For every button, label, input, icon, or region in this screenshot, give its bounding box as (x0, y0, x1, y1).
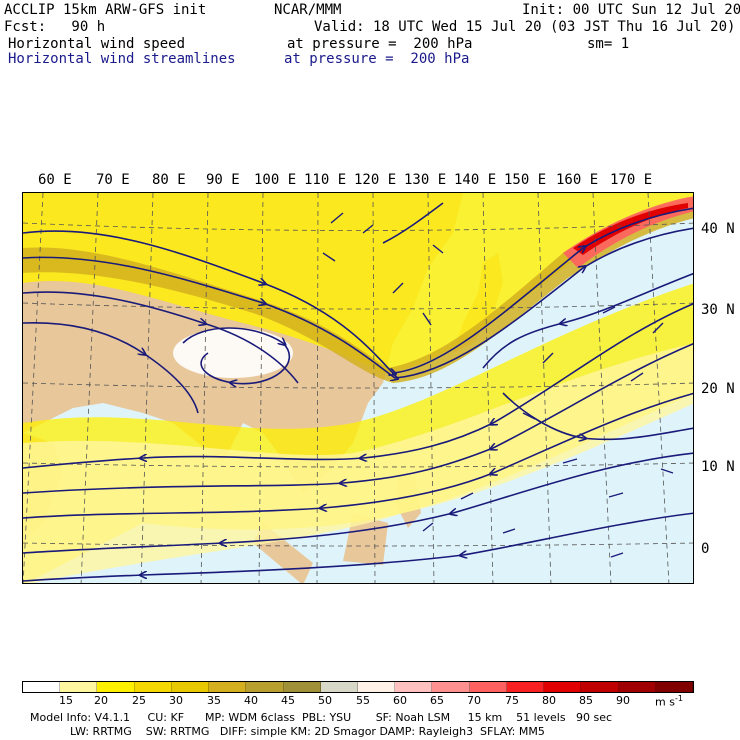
colorbar-label: 75 (505, 694, 519, 707)
colorbar-swatch (134, 682, 172, 692)
colorbar-label: 30 (169, 694, 183, 707)
colorbar-swatch (283, 682, 321, 692)
colorbar-swatch (581, 682, 619, 692)
colorbar-label: 25 (132, 694, 146, 707)
colorbar-label: 80 (542, 694, 556, 707)
colorbar-label: 35 (207, 694, 221, 707)
colorbar-swatch (618, 682, 656, 692)
lat-label: 20 N (701, 381, 735, 397)
lon-label: 130 E (404, 172, 447, 188)
colorbar-swatch (357, 682, 396, 692)
streamline-arrows (322, 212, 674, 558)
colorbar-swatch (209, 682, 247, 692)
valid-time: Valid: 18 UTC Wed 15 Jul 20 (03 JST Thu … (314, 19, 736, 35)
colorbar-swatch (469, 682, 507, 692)
colorbar-swatch (320, 682, 358, 692)
colorbar-swatch (171, 682, 210, 692)
lon-label: 110 E (304, 172, 347, 188)
colorbar-label: 65 (430, 694, 444, 707)
colorbar-label: 50 (318, 694, 332, 707)
colorbar-label: 55 (356, 694, 370, 707)
pressure-level-speed: at pressure = 200 hPa (287, 36, 473, 52)
lon-label: 170 E (610, 172, 653, 188)
lon-label: 100 E (254, 172, 297, 188)
colorbar-swatch (655, 682, 693, 692)
model-info-line2: LW: RRTMG SW: RRTMG DIFF: simple KM: 2D … (70, 725, 545, 738)
colorbar-swatch (23, 682, 61, 692)
lon-label: 140 E (454, 172, 497, 188)
lon-label: 120 E (354, 172, 397, 188)
colorbar-swatch (395, 682, 433, 692)
speed-band-jet-peak (573, 203, 688, 255)
smoothing-label: sm= 1 (587, 36, 630, 52)
organization: NCAR/MMM (274, 2, 342, 18)
field-streamlines: Horizontal wind streamlines (8, 51, 236, 67)
lat-label: 10 N (701, 459, 735, 475)
colorbar-label: 20 (94, 694, 108, 707)
streamlines (23, 202, 693, 582)
field-wind-speed: Horizontal wind speed (8, 36, 186, 52)
colorbar (22, 681, 694, 693)
colorbar-swatch (246, 682, 284, 692)
lat-label: 0 (701, 541, 710, 557)
colorbar-units-exp: -1 (674, 694, 683, 703)
model-info-line1: Model Info: V4.1.1 CU: KF MP: WDM 6class… (30, 711, 613, 724)
colorbar-label: 60 (393, 694, 407, 707)
init-time: Init: 00 UTC Sun 12 Jul 20 (522, 2, 740, 18)
colorbar-label: 15 (59, 694, 73, 707)
lon-label: 160 E (556, 172, 599, 188)
anticyclone-center (173, 328, 293, 378)
lat-label: 30 N (701, 302, 735, 318)
lon-label: 150 E (504, 172, 547, 188)
colorbar-swatch (432, 682, 470, 692)
colorbar-swatch (60, 682, 98, 692)
lat-label: 40 N (701, 221, 735, 237)
colorbar-units: m s-1 (655, 694, 683, 709)
colorbar-label: 90 (616, 694, 630, 707)
colorbar-label: 70 (467, 694, 481, 707)
lon-label: 60 E (38, 172, 72, 188)
colorbar-label: 40 (244, 694, 258, 707)
colorbar-label: 45 (281, 694, 295, 707)
colorbar-swatch (506, 682, 545, 692)
pressure-level-streamlines: at pressure = 200 hPa (284, 51, 470, 67)
forecast-hour: Fcst: 90 h (4, 19, 106, 35)
lon-label: 90 E (206, 172, 240, 188)
colorbar-swatch (544, 682, 582, 692)
model-title: ACCLIP 15km ARW-GFS init (4, 2, 207, 18)
lon-label: 70 E (96, 172, 130, 188)
lon-label: 80 E (152, 172, 186, 188)
colorbar-swatch (97, 682, 135, 692)
wind-map (22, 192, 694, 584)
colorbar-label: 85 (579, 694, 593, 707)
